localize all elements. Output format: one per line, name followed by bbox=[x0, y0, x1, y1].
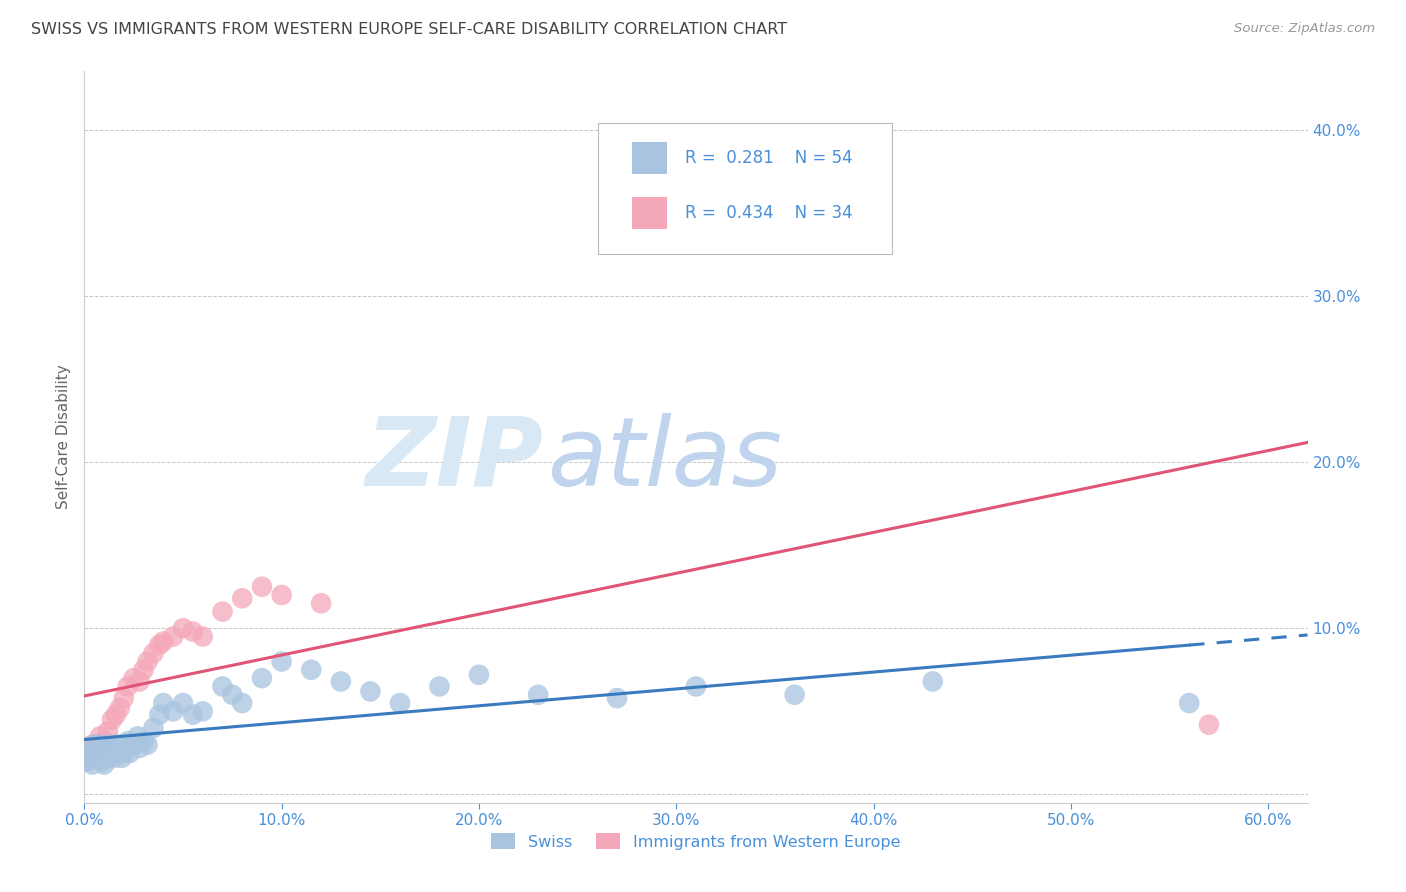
Text: atlas: atlas bbox=[547, 412, 782, 506]
Point bbox=[98, 746, 121, 760]
Point bbox=[117, 734, 139, 748]
Point bbox=[114, 740, 136, 755]
Point bbox=[83, 740, 105, 755]
Point bbox=[231, 696, 253, 710]
Text: R =  0.281    N = 54: R = 0.281 N = 54 bbox=[685, 149, 852, 167]
Point bbox=[429, 680, 451, 694]
Point bbox=[77, 754, 100, 768]
Point bbox=[299, 663, 322, 677]
Point bbox=[221, 688, 243, 702]
Point bbox=[359, 684, 381, 698]
Point bbox=[211, 680, 233, 694]
Point bbox=[606, 691, 628, 706]
Point bbox=[127, 729, 149, 743]
Point bbox=[104, 746, 127, 760]
Point bbox=[231, 591, 253, 606]
Point bbox=[111, 751, 134, 765]
Point bbox=[172, 696, 194, 710]
Point bbox=[94, 746, 117, 760]
Point bbox=[101, 713, 124, 727]
Point bbox=[132, 734, 155, 748]
Point bbox=[75, 746, 97, 760]
Point bbox=[270, 588, 292, 602]
Point bbox=[122, 671, 145, 685]
Point bbox=[108, 740, 131, 755]
Point bbox=[329, 674, 352, 689]
Point bbox=[83, 738, 105, 752]
Point bbox=[1198, 717, 1220, 731]
Text: SWISS VS IMMIGRANTS FROM WESTERN EUROPE SELF-CARE DISABILITY CORRELATION CHART: SWISS VS IMMIGRANTS FROM WESTERN EUROPE … bbox=[31, 22, 787, 37]
Point bbox=[84, 751, 107, 765]
Point bbox=[191, 705, 214, 719]
Point bbox=[136, 738, 159, 752]
Point bbox=[389, 696, 412, 710]
Point bbox=[93, 738, 115, 752]
Point bbox=[270, 655, 292, 669]
Point bbox=[181, 624, 204, 639]
Point bbox=[250, 671, 273, 685]
Y-axis label: Self-Care Disability: Self-Care Disability bbox=[56, 365, 72, 509]
Point bbox=[181, 707, 204, 722]
Point bbox=[117, 680, 139, 694]
Point bbox=[89, 729, 111, 743]
Point bbox=[191, 630, 214, 644]
Point bbox=[75, 754, 97, 768]
Point bbox=[527, 688, 550, 702]
Point bbox=[97, 724, 120, 739]
Text: R =  0.434    N = 34: R = 0.434 N = 34 bbox=[685, 204, 852, 222]
Text: Source: ZipAtlas.com: Source: ZipAtlas.com bbox=[1234, 22, 1375, 36]
Point bbox=[93, 734, 115, 748]
Point bbox=[162, 705, 184, 719]
Point bbox=[87, 738, 110, 752]
Point bbox=[162, 630, 184, 644]
Point bbox=[103, 751, 125, 765]
Point bbox=[82, 738, 104, 752]
Point bbox=[136, 655, 159, 669]
Point bbox=[309, 596, 332, 610]
Point bbox=[211, 605, 233, 619]
Point bbox=[79, 751, 101, 765]
Point bbox=[685, 680, 707, 694]
Point bbox=[148, 707, 170, 722]
Point bbox=[101, 738, 124, 752]
Point bbox=[152, 634, 174, 648]
Text: ZIP: ZIP bbox=[366, 412, 543, 506]
Point bbox=[91, 738, 114, 752]
Point bbox=[79, 751, 101, 765]
Point bbox=[921, 674, 943, 689]
Point bbox=[763, 222, 786, 236]
Point bbox=[93, 757, 115, 772]
Point bbox=[148, 638, 170, 652]
Point bbox=[142, 721, 165, 735]
Point bbox=[112, 746, 135, 760]
Point bbox=[128, 740, 150, 755]
Point bbox=[468, 667, 491, 681]
Point bbox=[87, 746, 110, 760]
Point bbox=[82, 757, 104, 772]
Point bbox=[107, 738, 129, 752]
Point bbox=[250, 580, 273, 594]
Point bbox=[152, 696, 174, 710]
Point bbox=[122, 738, 145, 752]
Point bbox=[142, 646, 165, 660]
Point bbox=[108, 701, 131, 715]
Point bbox=[84, 746, 107, 760]
Point bbox=[783, 688, 806, 702]
Point bbox=[118, 746, 141, 760]
Point bbox=[89, 740, 111, 755]
FancyBboxPatch shape bbox=[633, 196, 666, 229]
Point bbox=[103, 740, 125, 755]
Point bbox=[91, 754, 114, 768]
FancyBboxPatch shape bbox=[598, 122, 891, 254]
Legend: Swiss, Immigrants from Western Europe: Swiss, Immigrants from Western Europe bbox=[491, 833, 901, 850]
FancyBboxPatch shape bbox=[633, 142, 666, 174]
Point bbox=[1178, 696, 1201, 710]
Point bbox=[172, 621, 194, 635]
Point bbox=[104, 707, 127, 722]
Point bbox=[132, 663, 155, 677]
Point bbox=[77, 746, 100, 760]
Point bbox=[112, 691, 135, 706]
Point bbox=[97, 751, 120, 765]
Point bbox=[128, 674, 150, 689]
